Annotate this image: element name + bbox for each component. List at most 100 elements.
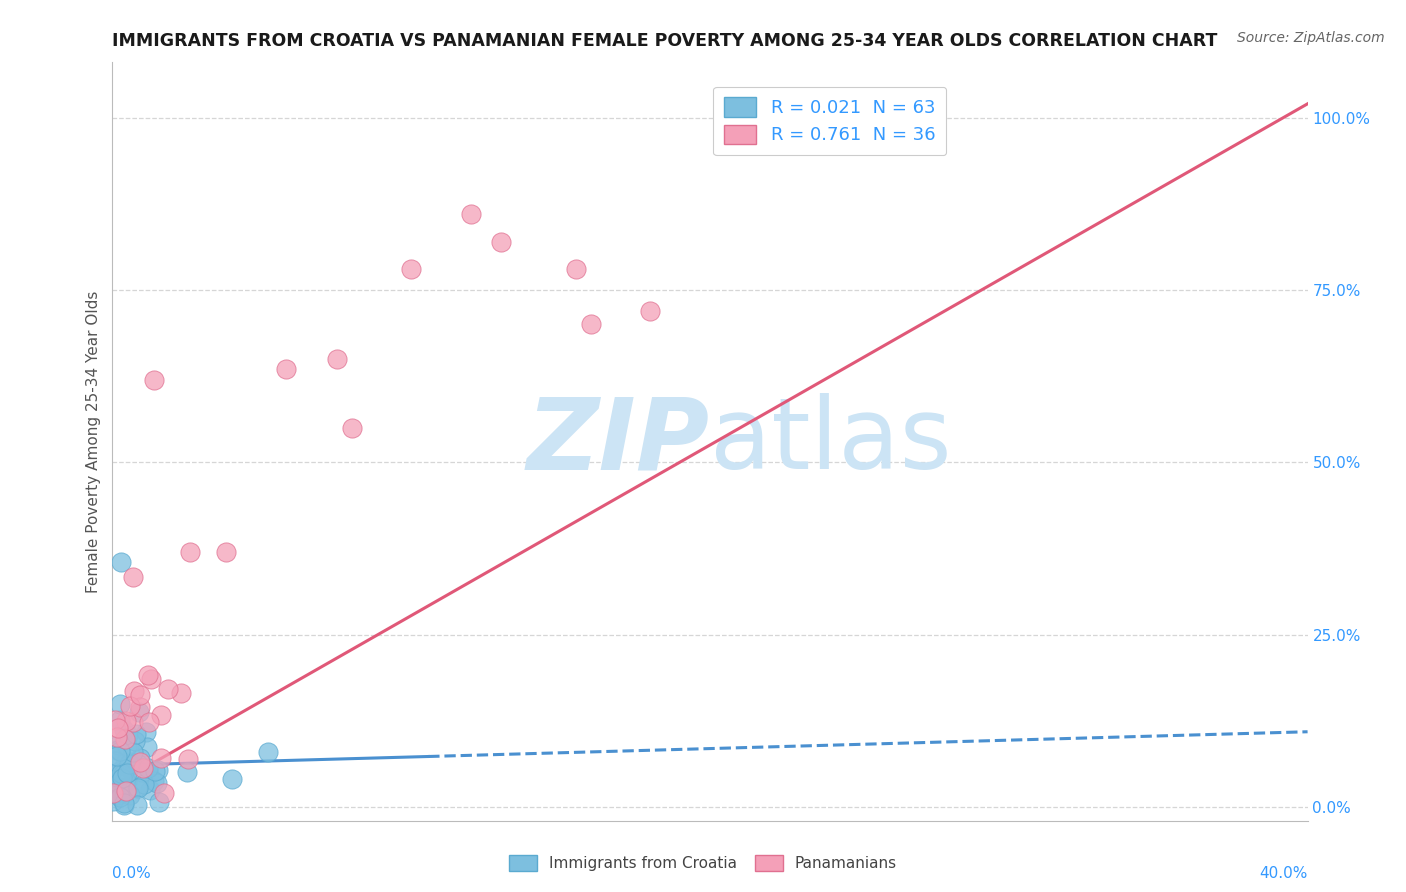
- Point: [114, 731, 136, 746]
- Point: [179, 545, 201, 559]
- Point: [579, 318, 602, 332]
- Point: [112, 796, 135, 810]
- Point: [103, 779, 125, 793]
- Point: [107, 743, 129, 757]
- Point: [101, 786, 124, 800]
- Point: [142, 773, 165, 788]
- Point: [176, 765, 198, 780]
- Point: [125, 780, 148, 794]
- Point: [115, 774, 138, 789]
- Point: [257, 745, 280, 759]
- Point: [138, 714, 160, 729]
- Point: [114, 783, 136, 797]
- Point: [110, 555, 132, 569]
- Point: [127, 797, 149, 812]
- Point: [640, 303, 662, 318]
- Point: [118, 758, 141, 772]
- Point: [274, 362, 297, 376]
- Point: [120, 788, 142, 802]
- Point: [136, 761, 159, 775]
- Point: [120, 756, 142, 770]
- Point: [143, 372, 166, 386]
- Point: [108, 785, 131, 799]
- Point: [135, 724, 157, 739]
- Point: [215, 545, 238, 559]
- Point: [118, 757, 141, 772]
- Text: 0.0%: 0.0%: [112, 866, 152, 881]
- Point: [170, 686, 193, 700]
- Point: [104, 754, 127, 768]
- Point: [108, 714, 131, 728]
- Point: [111, 771, 134, 785]
- Point: [108, 772, 131, 786]
- Point: [325, 351, 347, 366]
- Point: [148, 795, 170, 809]
- Legend: R = 0.021  N = 63, R = 0.761  N = 36: R = 0.021 N = 63, R = 0.761 N = 36: [713, 87, 946, 155]
- Point: [105, 749, 128, 764]
- Point: [122, 714, 145, 729]
- Point: [128, 756, 150, 770]
- Point: [101, 794, 124, 808]
- Point: [150, 708, 173, 723]
- Point: [122, 756, 145, 770]
- Point: [221, 772, 243, 787]
- Point: [148, 763, 170, 777]
- Text: 40.0%: 40.0%: [1260, 866, 1308, 881]
- Point: [115, 714, 138, 728]
- Point: [489, 235, 512, 249]
- Point: [136, 667, 159, 681]
- Point: [114, 756, 136, 771]
- Point: [107, 738, 129, 752]
- Point: [122, 570, 145, 584]
- Point: [124, 734, 146, 748]
- Point: [107, 788, 129, 802]
- Text: Source: ZipAtlas.com: Source: ZipAtlas.com: [1237, 31, 1385, 45]
- Point: [150, 751, 173, 765]
- Point: [114, 766, 136, 780]
- Point: [122, 684, 145, 698]
- Text: ZIP: ZIP: [527, 393, 710, 490]
- Point: [120, 699, 142, 714]
- Point: [125, 727, 148, 741]
- Point: [112, 767, 135, 781]
- Point: [104, 713, 127, 727]
- Point: [105, 775, 128, 789]
- Point: [110, 763, 132, 777]
- Point: [145, 776, 167, 790]
- Point: [139, 783, 162, 797]
- Text: atlas: atlas: [710, 393, 952, 490]
- Point: [460, 207, 482, 221]
- Point: [132, 761, 155, 775]
- Point: [105, 730, 128, 744]
- Point: [112, 762, 135, 776]
- Point: [112, 798, 135, 813]
- Legend: Immigrants from Croatia, Panamanians: Immigrants from Croatia, Panamanians: [503, 849, 903, 877]
- Point: [153, 786, 176, 800]
- Point: [121, 745, 143, 759]
- Point: [112, 723, 135, 737]
- Point: [107, 721, 129, 735]
- Point: [104, 780, 127, 794]
- Point: [129, 688, 152, 702]
- Point: [340, 421, 363, 435]
- Point: [128, 705, 150, 719]
- Point: [115, 766, 138, 780]
- Point: [117, 728, 139, 742]
- Point: [156, 681, 179, 696]
- Point: [104, 743, 127, 757]
- Point: [138, 767, 160, 781]
- Point: [110, 790, 132, 805]
- Point: [141, 673, 163, 687]
- Point: [135, 740, 157, 755]
- Point: [401, 262, 423, 277]
- Point: [129, 751, 152, 765]
- Point: [127, 781, 149, 796]
- Point: [110, 766, 132, 780]
- Point: [127, 757, 149, 772]
- Point: [177, 752, 200, 766]
- Point: [121, 758, 143, 772]
- Point: [107, 772, 129, 786]
- Point: [131, 765, 153, 780]
- Point: [115, 739, 138, 753]
- Point: [134, 777, 156, 791]
